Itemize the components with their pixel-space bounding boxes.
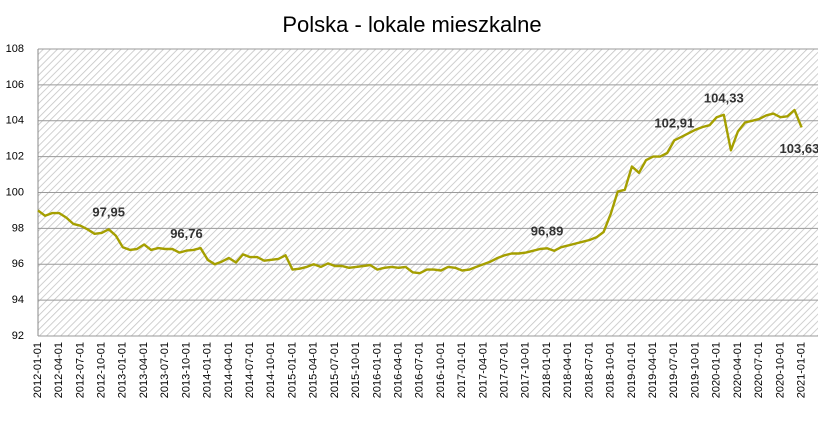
x-tick-label: 2015-01-01: [286, 342, 298, 398]
x-tick-label: 2019-01-01: [626, 342, 638, 398]
x-tick-label: 2014-10-01: [265, 342, 277, 398]
y-tick-label: 102: [6, 151, 24, 163]
x-tick-label: 2020-01-01: [711, 342, 723, 398]
x-tick-label: 2019-04-01: [647, 342, 659, 398]
x-tick-label: 2021-01-01: [795, 342, 807, 398]
y-tick-label: 94: [12, 294, 24, 306]
chart-title: Polska - lokale mieszkalne: [282, 12, 541, 37]
x-tick-label: 2020-04-01: [732, 342, 744, 398]
x-tick-label: 2012-10-01: [96, 342, 108, 398]
data-label: 97,95: [92, 205, 125, 220]
x-tick-label: 2014-04-01: [223, 342, 235, 398]
x-tick-label: 2018-10-01: [605, 342, 617, 398]
x-tick-label: 2013-07-01: [159, 342, 171, 398]
data-label: 104,33: [704, 90, 744, 105]
x-tick-label: 2013-01-01: [117, 342, 129, 398]
x-tick-label: 2014-07-01: [244, 342, 256, 398]
y-tick-label: 98: [12, 222, 24, 234]
series-line: [37, 108, 803, 275]
x-tick-label: 2015-07-01: [329, 342, 341, 398]
x-tick-label: 2013-04-01: [138, 342, 150, 398]
x-tick-label: 2020-07-01: [753, 342, 765, 398]
x-tick-label: 2015-04-01: [308, 342, 320, 398]
y-tick-label: 100: [6, 186, 24, 198]
y-tick-label: 104: [6, 115, 24, 127]
x-tick-label: 2016-01-01: [371, 342, 383, 398]
data-label: 103,63: [780, 141, 818, 156]
y-tick-label: 92: [12, 330, 24, 342]
x-tick-label: 2017-04-01: [477, 342, 489, 398]
x-tick-label: 2012-07-01: [74, 342, 86, 398]
y-tick-label: 96: [12, 258, 24, 270]
x-tick-label: 2016-07-01: [414, 342, 426, 398]
x-tick-label: 2012-01-01: [32, 342, 44, 398]
x-tick-label: 2020-10-01: [774, 342, 786, 398]
x-tick-label: 2018-07-01: [583, 342, 595, 398]
x-tick-label: 2013-10-01: [180, 342, 192, 398]
x-tick-label: 2015-10-01: [350, 342, 362, 398]
data-label: 102,91: [654, 116, 694, 131]
x-tick-label: 2017-07-01: [499, 342, 511, 398]
x-tick-label: 2016-04-01: [392, 342, 404, 398]
data-label: 96,76: [170, 226, 203, 241]
y-tick-label: 108: [6, 43, 24, 55]
x-tick-label: 2019-07-01: [668, 342, 680, 398]
y-tick-label: 106: [6, 79, 24, 91]
x-tick-label: 2012-04-01: [53, 342, 65, 398]
x-tick-label: 2017-10-01: [520, 342, 532, 398]
data-label: 96,89: [531, 224, 564, 239]
x-tick-label: 2018-04-01: [562, 342, 574, 398]
x-tick-label: 2017-01-01: [456, 342, 468, 398]
x-tick-label: 2016-10-01: [435, 342, 447, 398]
x-tick-label: 2018-01-01: [541, 342, 553, 398]
x-tick-label: 2019-10-01: [689, 342, 701, 398]
x-tick-label: 2014-01-01: [202, 342, 214, 398]
